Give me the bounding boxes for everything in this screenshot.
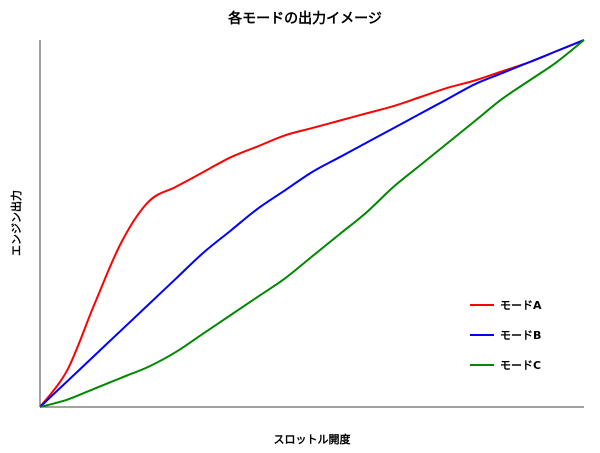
x-axis-label: スロットル開度 bbox=[274, 432, 352, 446]
legend-label-0: モードA bbox=[500, 299, 542, 312]
plot-area bbox=[39, 39, 585, 408]
legend-label-2: モードC bbox=[500, 359, 541, 372]
chart-title: 各モードの出力イメージ bbox=[227, 10, 382, 27]
series-line-a-0 bbox=[39, 39, 585, 408]
legend: モードA モードB モードC bbox=[470, 299, 542, 372]
series-line-c-2 bbox=[39, 39, 585, 408]
legend-label-1: モードB bbox=[500, 329, 541, 342]
y-axis-label: エンジン出力 bbox=[9, 190, 23, 256]
series-line-b-1 bbox=[39, 39, 585, 408]
